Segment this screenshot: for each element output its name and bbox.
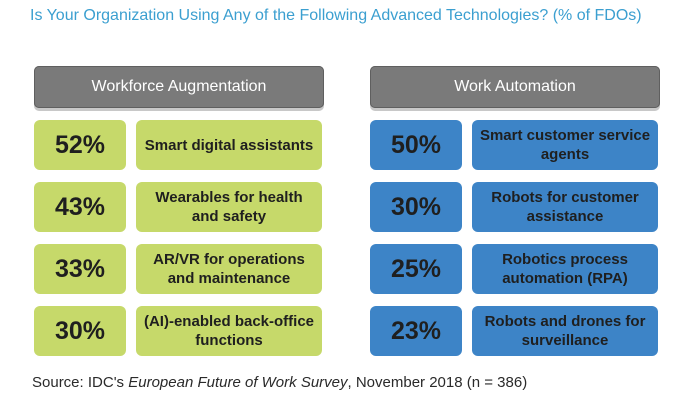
column-header: Workforce Augmentation	[34, 66, 324, 108]
source-survey-name: European Future of Work Survey	[128, 374, 348, 391]
chart-title: Is Your Organization Using Any of the Fo…	[30, 7, 642, 24]
percent-tile: 30%	[34, 306, 126, 356]
source-suffix: , November 2018 (n = 386)	[347, 374, 528, 391]
table-row: 30% (AI)-enabled back-office functions	[34, 306, 324, 356]
technology-label: AR/VR for operations and maintenance	[136, 244, 322, 294]
percent-tile: 23%	[370, 306, 462, 356]
percent-tile: 52%	[34, 120, 126, 170]
percent-tile: 25%	[370, 244, 462, 294]
table-row: 33% AR/VR for operations and maintenance	[34, 244, 324, 294]
technology-label: (AI)-enabled back-office functions	[136, 306, 322, 356]
table-row: 52% Smart digital assistants	[34, 120, 324, 170]
percent-tile: 43%	[34, 182, 126, 232]
work-automation-column: Work Automation 50% Smart customer servi…	[370, 66, 660, 356]
technology-label: Smart customer service agents	[472, 120, 658, 170]
source-note: Source: IDC's European Future of Work Su…	[32, 374, 527, 391]
technology-label: Smart digital assistants	[136, 120, 322, 170]
table-row: 50% Smart customer service agents	[370, 120, 660, 170]
workforce-augmentation-column: Workforce Augmentation 52% Smart digital…	[34, 66, 324, 356]
technology-label: Robots for customer assistance	[472, 182, 658, 232]
table-row: 43% Wearables for health and safety	[34, 182, 324, 232]
technology-label: Robots and drones for surveillance	[472, 306, 658, 356]
percent-tile: 33%	[34, 244, 126, 294]
percent-tile: 30%	[370, 182, 462, 232]
column-header: Work Automation	[370, 66, 660, 108]
technology-label: Wearables for health and safety	[136, 182, 322, 232]
percent-tile: 50%	[370, 120, 462, 170]
technology-label: Robotics process automation (RPA)	[472, 244, 658, 294]
table-row: 25% Robotics process automation (RPA)	[370, 244, 660, 294]
source-prefix: Source: IDC's	[32, 374, 129, 391]
table-row: 23% Robots and drones for surveillance	[370, 306, 660, 356]
table-row: 30% Robots for customer assistance	[370, 182, 660, 232]
